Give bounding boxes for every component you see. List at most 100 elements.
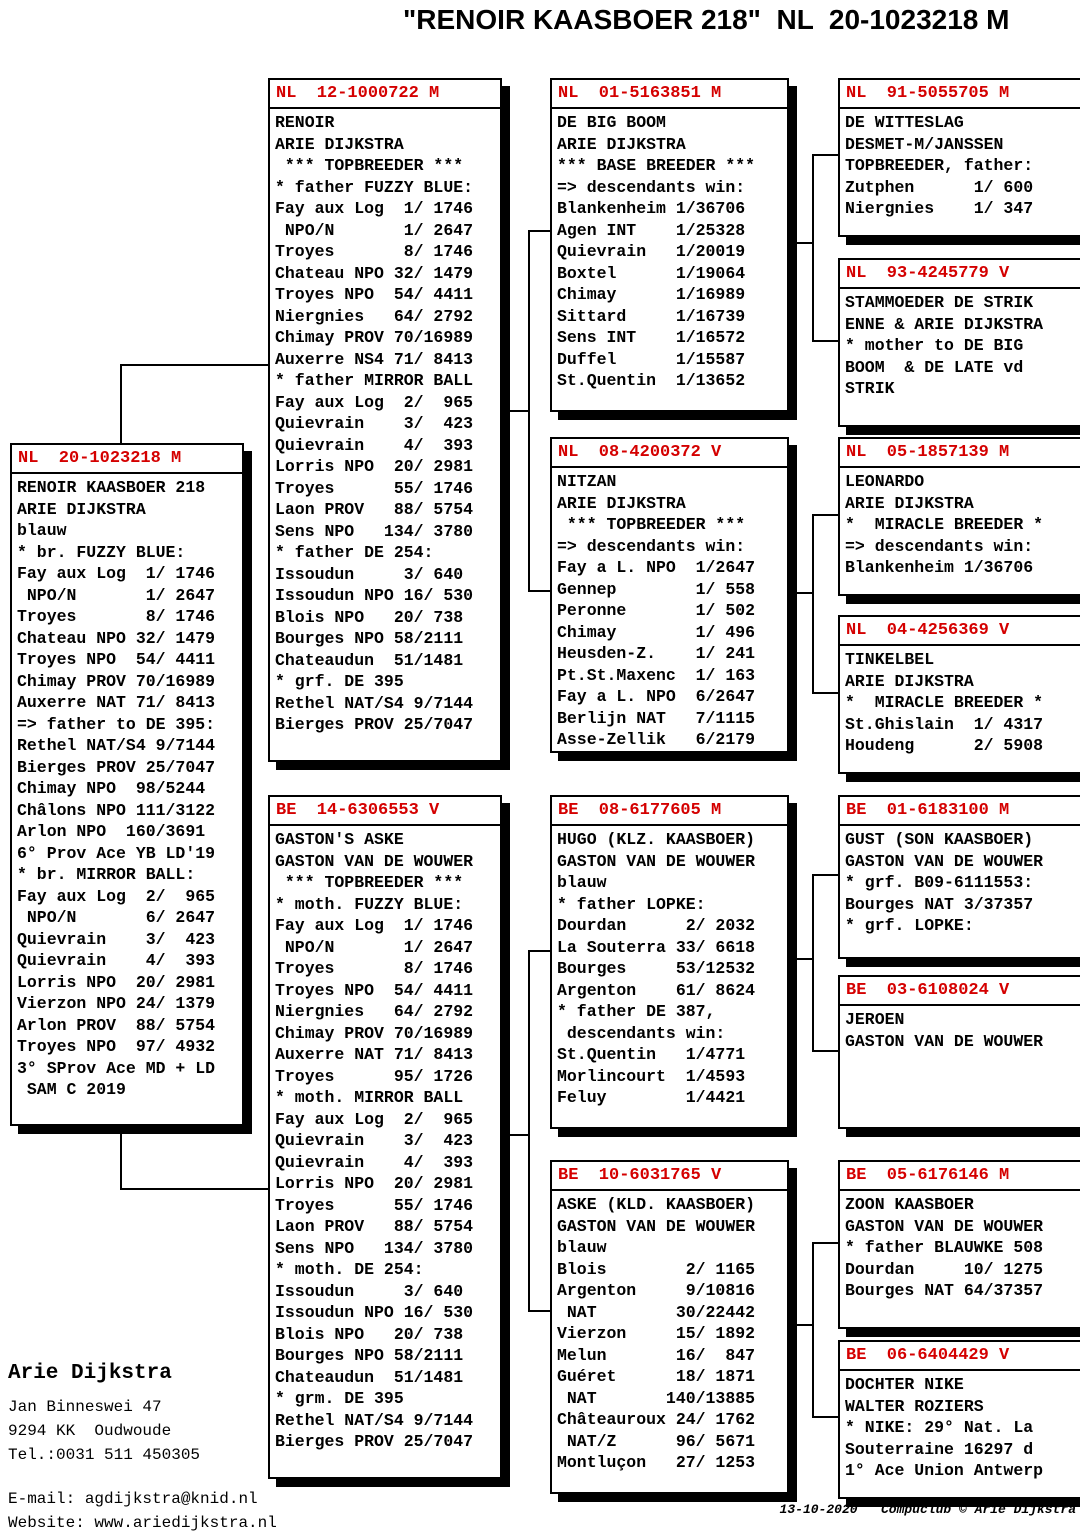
pedigree-text-line: * MIRACLE BREEDER *: [845, 515, 1044, 534]
pedigree-text-line: Bierges PROV 25/7047: [275, 1432, 474, 1451]
pedigree-text-line: => father to DE 395:: [17, 714, 216, 734]
pedigree-text-line: Rethel NAT/S4 9/7144: [275, 1410, 474, 1430]
connector-subject-sire: [120, 364, 268, 366]
pedigree-text-line: * grf. DE 395: [275, 672, 404, 691]
pedigree-text-line: Châlons NPO 111/3122: [17, 800, 216, 820]
box-lines: DE BIG BOOM ARIE DIJKSTRA *** BASE BREEDER…: [552, 109, 787, 395]
pedigree-box-sire-dam: NL 08-4200372 V NITZAN ARIE DIJKSTRA *** …: [550, 437, 789, 753]
pedigree-text-line: Troyes NPO 54/ 4411: [17, 650, 216, 669]
pedigree-text-line: * father DE 387,: [557, 1002, 716, 1021]
ring-number: BE 14-6306553 V: [270, 797, 500, 826]
pedigree-text-line: Troyes 8/ 1746: [275, 959, 474, 978]
connector-sd-v: [812, 514, 814, 694]
pedigree-text-line: Quievrain 4/ 393: [17, 951, 216, 970]
pedigree-text-line: GASTON VAN DE WOUWER: [557, 851, 756, 871]
pedigree-text-line: Sens NPO 134/ 3780: [275, 521, 474, 541]
connector-subject-dam: [120, 1188, 268, 1190]
pedigree-text-line: => descendants win:: [557, 536, 746, 556]
pedigree-text-line: Blankenheim 1/36706: [557, 199, 746, 218]
pedigree-box-sire-sire: NL 01-5163851 M DE BIG BOOM ARIE DIJKSTRA…: [550, 78, 789, 412]
pedigree-text-line: 3° SProv Ace MD + LD: [17, 1058, 216, 1078]
pedigree-text-line: Boxtel 1/19064: [557, 263, 746, 283]
pedigree-text-line: Chimay NPO 98/5244: [17, 779, 206, 798]
pedigree-text-line: WALTER ROZIERS: [845, 1396, 984, 1416]
pedigree-text-line: Heusden-Z. 1/ 241: [557, 644, 756, 663]
ring-number: NL 04-4256369 V: [840, 617, 1080, 646]
pedigree-text-line: Quievrain 4/ 393: [275, 1152, 474, 1172]
pedigree-box-dd-sire: BE 05-6176146 M ZOON KAASBOER GASTON VAN …: [838, 1160, 1080, 1329]
pedigree-text-line: Blois NPO 20/ 738: [275, 1324, 464, 1344]
pedigree-box-sire: NL 12-1000722 M RENOIR ARIE DIJKSTRA *** …: [268, 78, 502, 762]
pedigree-text-line: * br. FUZZY BLUE:: [17, 542, 186, 562]
owner-address-line2: 9294 KK Oudwoude: [8, 1422, 172, 1440]
pedigree-text-line: Châteauroux 24/ 1762: [557, 1410, 756, 1429]
pedigree-text-line: Sittard 1/16739: [557, 306, 746, 326]
pedigree-text-line: 1° Ace Union Antwerp: [845, 1461, 1044, 1480]
pedigree-text-line: ZOON KAASBOER: [845, 1195, 974, 1214]
connector-ss-v: [812, 154, 814, 342]
box-lines: HUGO (KLZ. KAASBOER) GASTON VAN DE WOUWER…: [552, 826, 787, 1112]
pedigree-text-line: * moth. DE 254:: [275, 1260, 424, 1279]
pedigree-text-line: GASTON'S ASKE: [275, 830, 404, 849]
pedigree-text-line: * mother to DE BIG: [845, 336, 1024, 355]
pedigree-text-line: Quievrain 3/ 423: [275, 414, 474, 433]
connector-dam-v: [528, 950, 530, 1312]
pedigree-text-line: * moth. MIRROR BALL: [275, 1088, 464, 1107]
pedigree-text-line: * father BLAUWKE 508: [845, 1238, 1044, 1257]
ring-number: BE 05-6176146 M: [840, 1162, 1080, 1191]
connector-sire-stub: [498, 410, 530, 412]
pedigree-text-line: Bierges PROV 25/7047: [17, 757, 216, 777]
pedigree-text-line: Laon PROV 88/ 5754: [275, 1217, 474, 1236]
pedigree-text-line: Feluy 1/4421: [557, 1088, 746, 1107]
pedigree-text-line: DOCHTER NIKE: [845, 1375, 964, 1394]
pedigree-text-line: Pt.St.Maxenc 1/ 163: [557, 665, 756, 685]
pedigree-text-line: Arlon PROV 88/ 5754: [17, 1015, 216, 1035]
pedigree-text-line: * father FUZZY BLUE:: [275, 177, 474, 197]
pedigree-box-ss-dam: NL 93-4245779 V STAMMOEDER DE STRIK ENNE …: [838, 258, 1080, 427]
owner-name: Arie Dijkstra: [8, 1362, 172, 1385]
pedigree-text-line: Chateaudun 51/1481: [275, 1367, 464, 1387]
box-lines: JEROEN GASTON VAN DE WOUWER: [840, 1006, 1080, 1055]
pedigree-text-line: ASKE (KLD. KAASBOER): [557, 1195, 756, 1214]
connector-ds-v: [812, 874, 814, 1052]
pedigree-text-line: GUST (SON KAASBOER): [845, 830, 1034, 849]
pedigree-text-line: Bierges PROV 25/7047: [275, 715, 474, 734]
pedigree-text-line: Zutphen 1/ 600: [845, 177, 1034, 197]
pedigree-text-line: *** BASE BREEDER ***: [557, 156, 756, 175]
connector-ds-dam: [812, 1050, 838, 1052]
connector-ds-stub: [785, 958, 812, 960]
connector-ss-dam: [812, 340, 838, 342]
pedigree-text-line: Chateau NPO 32/ 1479: [275, 263, 474, 283]
pedigree-box-dam: BE 14-6306553 V GASTON'S ASKE GASTON VAN …: [268, 795, 502, 1479]
connector-sire-dam: [528, 590, 550, 592]
pedigree-text-line: ARIE DIJKSTRA: [17, 499, 146, 519]
ring-number: NL 91-5055705 M: [840, 80, 1080, 109]
pedigree-text-line: descendants win:: [557, 1023, 726, 1043]
pedigree-text-line: Laon PROV 88/ 5754: [275, 500, 474, 519]
connector-dd-dam: [812, 1416, 838, 1418]
box-lines: LEONARDO ARIE DIJKSTRA * MIRACLE BREEDER *…: [840, 468, 1080, 582]
connector-dam-sire: [528, 950, 550, 952]
box-lines: DOCHTER NIKE WALTER ROZIERS * NIKE: 29° Na…: [840, 1371, 1080, 1485]
pedigree-text-line: Chimay 1/16989: [557, 285, 746, 304]
pedigree-text-line: NITZAN: [557, 472, 617, 491]
pedigree-text-line: Troyes 8/ 1746: [275, 242, 474, 261]
pedigree-text-line: NPO/N 1/ 2647: [275, 937, 474, 957]
pedigree-text-line: Quievrain 1/20019: [557, 242, 746, 261]
connector-sd-dam: [812, 692, 838, 694]
pedigree-text-line: *** TOPBREEDER ***: [557, 515, 746, 534]
pedigree-text-line: *** TOPBREEDER ***: [275, 873, 464, 892]
pedigree-text-line: Issoudun 3/ 640: [275, 1281, 464, 1301]
box-lines: GUST (SON KAASBOER) GASTON VAN DE WOUWER *…: [840, 826, 1080, 940]
pedigree-text-line: * grf. LOPKE:: [845, 916, 974, 935]
pedigree-text-line: Guéret 18/ 1871: [557, 1367, 756, 1386]
pedigree-text-line: NAT 30/22442: [557, 1302, 756, 1322]
pedigree-text-line: Houdeng 2/ 5908: [845, 736, 1044, 755]
pedigree-text-line: Fay aux Log 1/ 1746: [17, 564, 216, 583]
ring-number: BE 10-6031765 V: [552, 1162, 787, 1191]
pedigree-text-line: Rethel NAT/S4 9/7144: [275, 693, 474, 713]
page-title: "RENOIR KAASBOER 218" NL 20-1023218 M: [403, 4, 1010, 35]
connector-dam-stub: [498, 1134, 530, 1136]
ring-number: NL 08-4200372 V: [552, 439, 787, 468]
ring-number: NL 93-4245779 V: [840, 260, 1080, 289]
